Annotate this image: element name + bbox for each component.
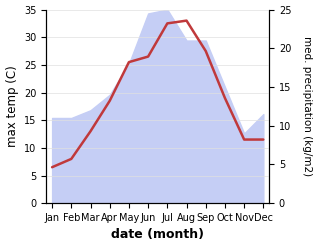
X-axis label: date (month): date (month): [111, 228, 204, 242]
Y-axis label: max temp (C): max temp (C): [5, 65, 18, 147]
Y-axis label: med. precipitation (kg/m2): med. precipitation (kg/m2): [302, 36, 313, 176]
